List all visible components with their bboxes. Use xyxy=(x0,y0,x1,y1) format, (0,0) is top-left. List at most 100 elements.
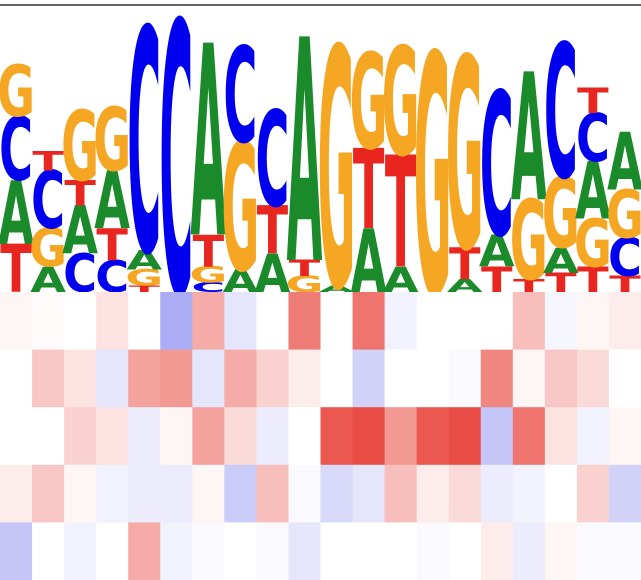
logo-letter-c: C xyxy=(608,227,641,289)
heatmap-cell xyxy=(544,407,578,466)
logo-column: ATG xyxy=(446,3,484,309)
heatmap-cell xyxy=(160,292,193,351)
heatmap-cell xyxy=(96,464,129,523)
heatmap-cell xyxy=(512,464,546,523)
logo-letter-t: T xyxy=(577,80,609,121)
heatmap-cell xyxy=(128,292,161,351)
heatmap-cell xyxy=(224,407,257,466)
heatmap-cell xyxy=(256,349,289,408)
logo-letter-c: C xyxy=(191,280,225,295)
heatmap-cell xyxy=(256,407,289,466)
logo-letter-t: T xyxy=(32,146,64,177)
heatmap-cell xyxy=(416,292,450,351)
heatmap-cell xyxy=(608,349,641,408)
heatmap-cell xyxy=(0,464,33,523)
heatmap-cell xyxy=(512,292,546,351)
heatmap-cell xyxy=(416,349,450,408)
logo-letter-a: A xyxy=(575,146,611,238)
heatmap-cell xyxy=(128,522,161,580)
heatmap-cell xyxy=(512,349,546,408)
heatmap-cell xyxy=(160,464,193,523)
logo-letter-c: C xyxy=(0,99,33,202)
heatmap-cell xyxy=(448,349,482,408)
heatmap-cell xyxy=(64,522,97,580)
heatmap-cell xyxy=(384,522,418,580)
heatmap-cell xyxy=(384,292,418,351)
heatmap-cell xyxy=(480,464,514,523)
heatmap-cell xyxy=(160,349,193,408)
heatmap-cell xyxy=(416,522,450,580)
logo-letter-c: C xyxy=(480,51,514,281)
heatmap-cell xyxy=(480,292,514,351)
logo-letter-t: T xyxy=(128,284,160,294)
heatmap-cell xyxy=(544,349,578,408)
heatmap-cell xyxy=(448,407,482,466)
heatmap-cell xyxy=(608,464,641,523)
heatmap-cell xyxy=(608,407,641,466)
heatmap-cell xyxy=(384,407,418,466)
logo-letter-a: A xyxy=(0,163,34,266)
logo-letter-t: T xyxy=(193,226,225,278)
heatmap-cell xyxy=(224,522,257,580)
heatmap-cell xyxy=(64,407,97,466)
heatmap-cell xyxy=(0,292,33,351)
heatmap-cell xyxy=(128,407,161,466)
heatmap-cell xyxy=(288,349,321,408)
logo-column: GTA xyxy=(286,0,324,333)
heatmap-cell xyxy=(96,407,129,466)
heatmap-cell xyxy=(512,522,546,580)
heatmap-cell xyxy=(608,292,641,351)
logo-letter-g: G xyxy=(606,177,641,253)
heatmap-cell xyxy=(352,292,386,351)
heatmap-cell xyxy=(192,292,225,351)
logo-letter-c: C xyxy=(255,86,289,238)
heatmap-cell xyxy=(576,464,610,523)
logo-letter-t: T xyxy=(289,255,321,281)
heatmap-cell xyxy=(576,292,610,351)
heatmap-cell xyxy=(512,407,546,466)
heatmap-cell xyxy=(416,407,450,466)
heatmap-cell xyxy=(480,349,514,408)
heatmap-cell xyxy=(160,407,193,466)
heatmap-cell xyxy=(544,464,578,523)
logo-column: ATG xyxy=(382,18,420,303)
heatmap-cell xyxy=(544,292,578,351)
logo-letter-a: A xyxy=(511,38,547,242)
heatmap-cell xyxy=(352,464,386,523)
heatmap-cell xyxy=(416,464,450,523)
logo-letter-t: T xyxy=(513,276,545,296)
heatmap-cell xyxy=(288,292,321,351)
logo-letter-a: A xyxy=(319,284,355,294)
logo-letter-a: A xyxy=(62,193,98,269)
heatmap-cell xyxy=(448,292,482,351)
logo-letter-t: T xyxy=(385,124,417,303)
heatmap-cell xyxy=(352,522,386,580)
heatmap-cell xyxy=(288,407,321,466)
heatmap-cell xyxy=(320,464,354,523)
heatmap-cell xyxy=(320,407,354,466)
heatmap-cell xyxy=(320,349,354,408)
logo-letter-g: G xyxy=(382,18,420,191)
heatmap-cell xyxy=(64,349,97,408)
logo-letter-t: T xyxy=(353,126,385,254)
heatmap-cell xyxy=(448,464,482,523)
heatmap-cell xyxy=(0,522,33,580)
heatmap-cell xyxy=(224,292,257,351)
logo-letter-a: A xyxy=(126,245,162,276)
heatmap-cell xyxy=(576,522,610,580)
heatmap-cell xyxy=(192,407,225,466)
logo-letter-g: G xyxy=(189,262,227,288)
logo-letter-c: C xyxy=(31,156,65,248)
heatmap-cell xyxy=(192,522,225,580)
heatmap-cell xyxy=(384,464,418,523)
logo-letter-a: A xyxy=(607,118,641,210)
heatmap-cell xyxy=(96,292,129,351)
logo-letter-a: A xyxy=(94,156,130,248)
heatmap-cell xyxy=(32,349,65,408)
